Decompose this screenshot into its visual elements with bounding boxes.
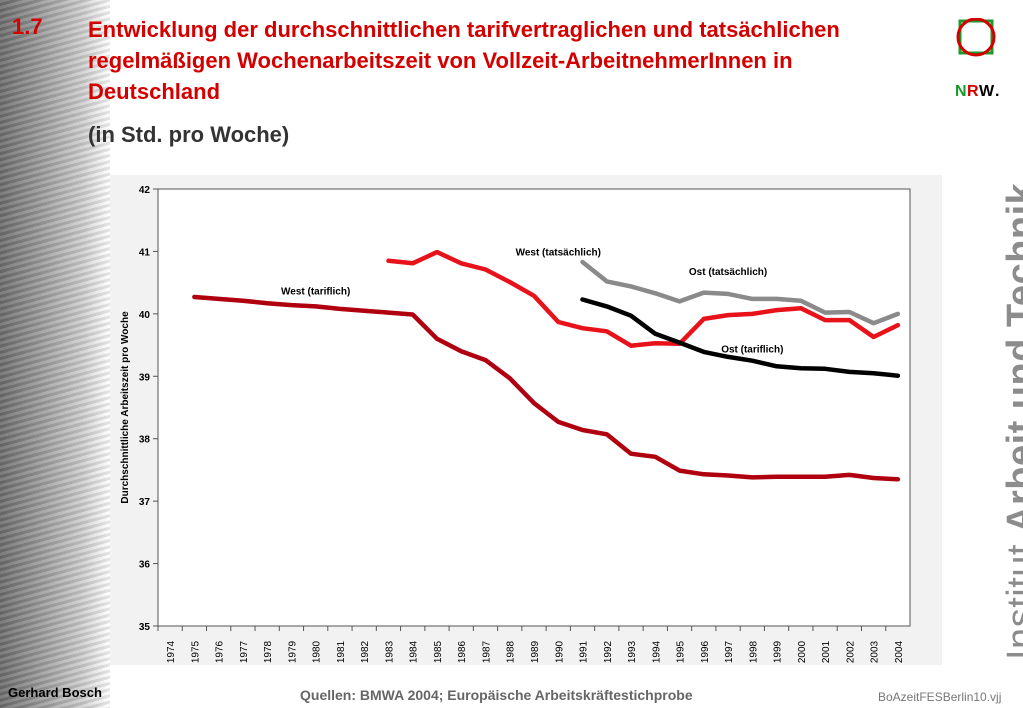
series-label: Ost (tariflich) [721,344,783,355]
x-tick-label: 1985 [433,640,444,663]
institute-label-part2: Arbeit und Technik [1000,182,1023,533]
x-tick-label: 1994 [651,640,662,663]
x-tick-label: 1982 [360,640,371,663]
nrw-logo: N R W . [955,18,999,100]
x-tick-label: 2000 [797,640,808,663]
y-tick-label: 35 [139,622,151,633]
y-tick-label: 42 [139,185,151,196]
logo-letter-r: R [967,83,979,100]
x-tick-label: 1987 [481,640,492,663]
x-tick-label: 1977 [239,640,250,663]
x-tick-label: 1975 [190,640,201,663]
logo-letter-w: W [979,83,995,100]
slide-title: Entwicklung der durchschnittlichen tarif… [88,17,840,104]
x-tick-label: 1981 [336,640,347,663]
x-tick-label: 1974 [166,640,177,663]
slide-number: 1.7 [12,14,43,39]
x-tick-label: 1989 [530,640,541,663]
x-tick-label: 1999 [773,640,784,663]
line-chart: 35 36 37 38 39 40 41 42 1974 1975 1976 1977 1978 1979… [120,185,911,663]
plot-area [157,188,911,627]
series-line [580,259,901,326]
x-tick-label: 1993 [627,640,638,663]
logo-dot: . [995,83,999,100]
y-tick-label: 38 [139,435,151,446]
x-tick-label: 2003 [870,640,881,663]
x-tick-label: 1986 [457,640,468,663]
logo-circle-icon [956,18,996,57]
footer-file: BoAzeitFESBerlin10.vjj [878,690,1002,704]
x-tick-label: 1980 [312,640,323,663]
y-tick-label: 40 [139,310,151,321]
y-tick-label: 41 [139,247,151,258]
x-tick-label: 2002 [845,640,856,663]
x-tick-label: 1983 [384,640,395,663]
series-line [386,249,901,348]
x-tick-label: 2001 [821,640,832,663]
logo-square-icon [958,19,994,55]
decorative-side-photo [0,0,110,708]
series-line [192,294,901,482]
x-tick-label: 1979 [287,640,298,663]
x-tick-label: 1997 [724,640,735,663]
x-tick-label: 1976 [215,640,226,663]
y-axis-label: Durchschnittliche Arbeitszeit pro Woche [120,311,131,504]
x-tick-label: 1984 [409,640,420,663]
logo-letter-n: N [955,83,967,100]
institute-label: Institut Arbeit und Technik [1000,183,1023,660]
chart-container: 35 36 37 38 39 40 41 42 1974 1975 1976 1977 1978 1979… [110,175,942,665]
x-tick-label: 1995 [676,640,687,663]
x-tick-label: 1988 [506,640,517,663]
y-tick-label: 36 [139,560,151,571]
footer-author: Gerhard Bosch [8,685,102,700]
x-tick-label: 1996 [700,640,711,663]
y-tick-label: 39 [139,372,151,383]
slide-subtitle: (in Std. pro Woche) [88,122,290,147]
footer-source: Quellen: BMWA 2004; Europäische Arbeitsk… [300,687,693,703]
series-label: Ost (tatsächlich) [689,267,767,278]
x-tick-label: 1998 [748,640,759,663]
series-label: West (tatsächlich) [516,248,601,259]
x-tick-label: 1992 [603,640,614,663]
x-tick-label: 2004 [894,640,905,663]
x-tick-label: 1990 [554,640,565,663]
institute-label-part1: Institut [1000,544,1023,660]
series-line [580,297,901,378]
x-tick-label: 1978 [263,640,274,663]
y-tick-label: 37 [139,497,151,508]
x-tick-label: 1991 [579,640,590,663]
series-label: West (tariflich) [281,286,350,297]
